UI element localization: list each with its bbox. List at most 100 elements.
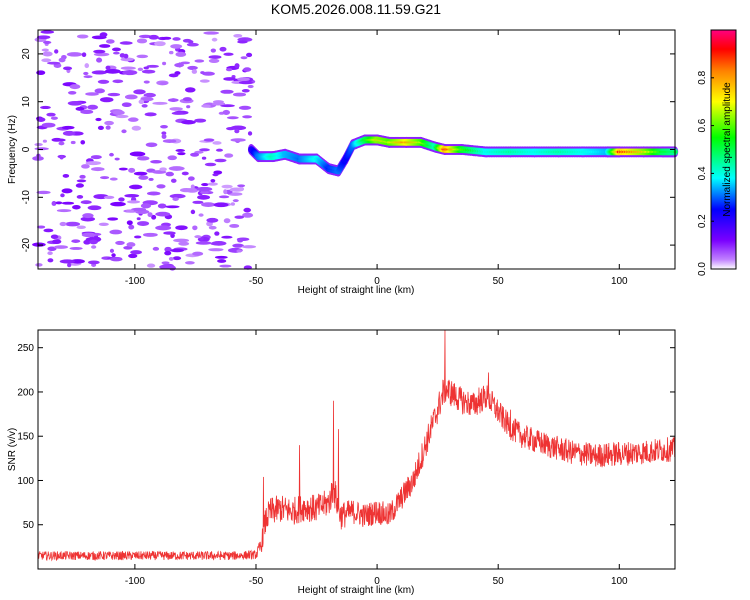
noise-blob (162, 61, 167, 66)
noise-blob (247, 84, 254, 89)
noise-blob (122, 70, 138, 76)
noise-blob (199, 79, 210, 83)
noise-blob (226, 116, 239, 120)
noise-blob (119, 41, 133, 45)
noise-blob (130, 250, 142, 255)
noise-blob (41, 58, 52, 63)
noise-blob (62, 130, 76, 136)
noise-blob (61, 188, 73, 194)
snr-y-tick-label: 50 (23, 520, 35, 531)
noise-blob (186, 105, 191, 109)
noise-blob (76, 34, 89, 39)
noise-blob (169, 193, 186, 199)
noise-blob (35, 263, 43, 267)
noise-blob (208, 58, 220, 63)
noise-blob (84, 63, 90, 69)
noise-blob (105, 65, 111, 70)
noise-blob (243, 67, 252, 72)
noise-blob (161, 261, 170, 265)
noise-blob (225, 68, 233, 72)
noise-blob (91, 245, 97, 249)
noise-blob (140, 203, 152, 209)
noise-blob (126, 242, 136, 248)
noise-blob (125, 209, 135, 213)
noise-blob (196, 186, 213, 192)
noise-blob (192, 225, 198, 231)
noise-blob (187, 40, 194, 44)
noise-blob (173, 238, 190, 243)
noise-blob (220, 104, 235, 108)
noise-blob (154, 41, 166, 47)
noise-blob (96, 57, 103, 63)
noise-blob (236, 249, 243, 253)
noise-blob (206, 217, 219, 223)
noise-blob (105, 125, 111, 130)
noise-blob (165, 171, 174, 177)
noise-blob (142, 232, 158, 237)
noise-blob (97, 125, 104, 130)
noise-blob (148, 177, 154, 181)
noise-blob (50, 116, 58, 120)
noise-blob (69, 247, 83, 250)
noise-blob (246, 52, 253, 58)
noise-blob (234, 128, 240, 134)
noise-blob (192, 200, 204, 204)
noise-blob (58, 57, 66, 63)
snr-x-tick-label: 0 (374, 576, 380, 587)
noise-blob (188, 176, 195, 181)
noise-blob (59, 259, 75, 264)
noise-blob (58, 141, 65, 146)
noise-blob (214, 255, 228, 259)
noise-blob (201, 104, 211, 108)
noise-blob (221, 235, 233, 239)
noise-blob (208, 248, 224, 252)
noise-blob (145, 142, 158, 148)
noise-blob (210, 48, 217, 53)
noise-blob (109, 229, 123, 235)
noise-blob (54, 245, 69, 249)
noise-blob (156, 184, 166, 189)
spectrogram-y-tick-label: 0 (21, 146, 32, 152)
noise-blob (70, 140, 76, 145)
noise-blob (42, 51, 53, 57)
noise-blob (75, 106, 85, 111)
noise-blob (237, 40, 248, 44)
noise-blob (36, 35, 51, 40)
noise-blob (210, 178, 216, 183)
noise-blob (90, 155, 102, 160)
noise-blob (137, 221, 150, 226)
noise-blob (85, 92, 99, 96)
noise-blob (124, 193, 140, 198)
noise-blob (220, 89, 234, 94)
noise-blob (238, 81, 253, 85)
noise-blob (208, 55, 222, 59)
noise-blob (163, 231, 176, 235)
noise-blob (55, 138, 66, 142)
spectrogram-y-tick-label: 10 (21, 96, 32, 108)
noise-blob (81, 52, 87, 58)
spectrogram-x-tick-label: 50 (493, 276, 505, 287)
noise-blob (147, 212, 153, 218)
noise-blob (76, 225, 86, 230)
noise-blob (223, 189, 228, 195)
noise-blob (65, 221, 81, 227)
colorbar-tick-label: 0.8 (697, 70, 708, 84)
noise-blob (126, 220, 133, 226)
noise-blob (76, 179, 87, 183)
noise-blob (242, 115, 253, 119)
noise-blob (140, 96, 154, 102)
noise-blob (70, 259, 85, 264)
snr-y-tick-label: 100 (17, 476, 34, 487)
noise-blob (177, 152, 186, 156)
noise-blob (141, 69, 156, 74)
noise-blob (98, 44, 111, 48)
noise-blob (59, 155, 64, 160)
spectrogram-x-tick-label: -100 (125, 276, 145, 287)
noise-blob (169, 265, 176, 271)
noise-blob (181, 120, 196, 125)
noise-blob (168, 256, 174, 261)
snr-x-tick-label: -100 (125, 576, 145, 587)
noise-blob (55, 201, 63, 205)
noise-blob (191, 69, 198, 74)
